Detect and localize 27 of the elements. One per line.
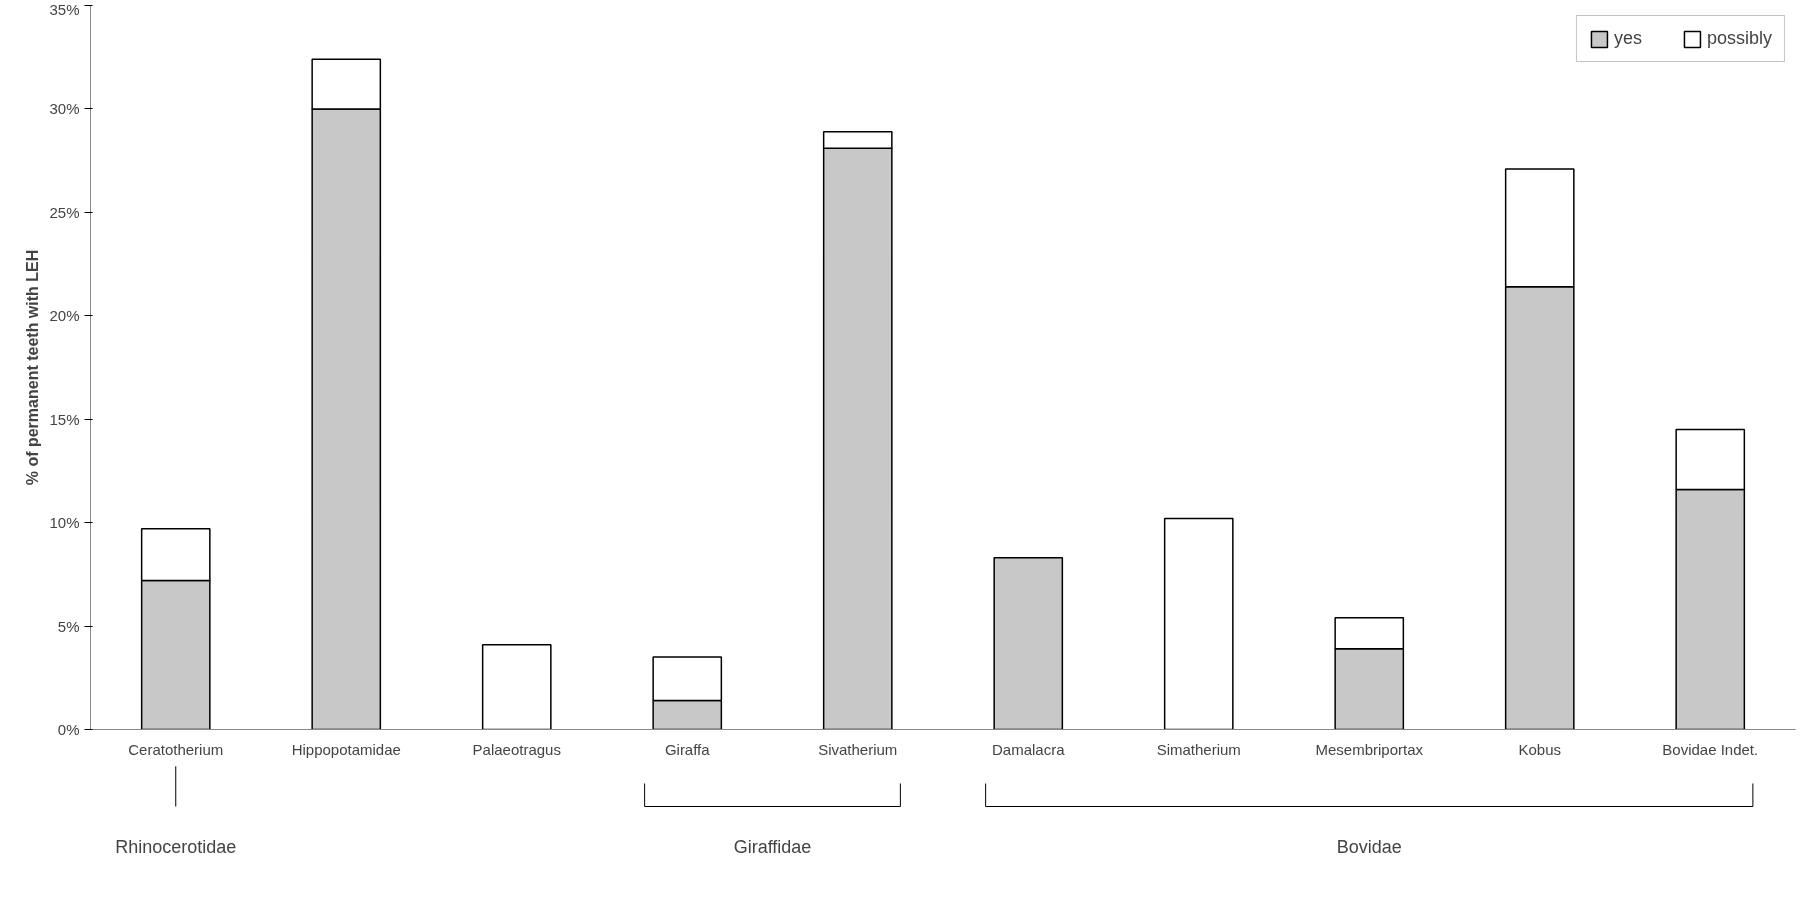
y-tick-label: 5%: [57, 617, 80, 635]
y-tick-label: 35%: [49, 0, 80, 18]
x-tick-label: Bovidae Indet.: [1662, 740, 1759, 758]
y-tick-label: 20%: [49, 307, 80, 325]
x-tick-label: Mesembriportax: [1315, 740, 1424, 758]
y-tick-label: 30%: [49, 100, 80, 118]
y-tick-label: 10%: [49, 514, 80, 532]
y-tick-label: 15%: [49, 410, 80, 428]
x-tick-label: Sivatherium: [818, 740, 898, 758]
bar: [1163, 517, 1234, 730]
legend-label: possibly: [1706, 28, 1772, 49]
bar: [481, 643, 552, 730]
text: Giraffidae: [733, 836, 812, 857]
x-tick-label: Simatherium: [1156, 740, 1241, 758]
bar: [993, 557, 1064, 730]
x-tick-label: Hippopotamidae: [291, 740, 401, 758]
x-tick-label: Giraffa: [664, 740, 711, 758]
legend-label: yes: [1613, 28, 1642, 49]
text: Rhinocerotidae: [115, 836, 237, 857]
y-axis-title: % of permanent teeth with LEH: [24, 249, 42, 486]
x-tick-label: Ceratotherium: [128, 740, 224, 758]
x-tick-label: Damalacra: [991, 740, 1066, 758]
y-tick-label: 25%: [49, 203, 80, 221]
x-tick-label: Palaeotragus: [472, 740, 561, 758]
text: Bovidae: [1336, 836, 1402, 857]
x-tick-label: Kobus: [1518, 740, 1562, 758]
y-tick-label: 0%: [57, 721, 80, 738]
